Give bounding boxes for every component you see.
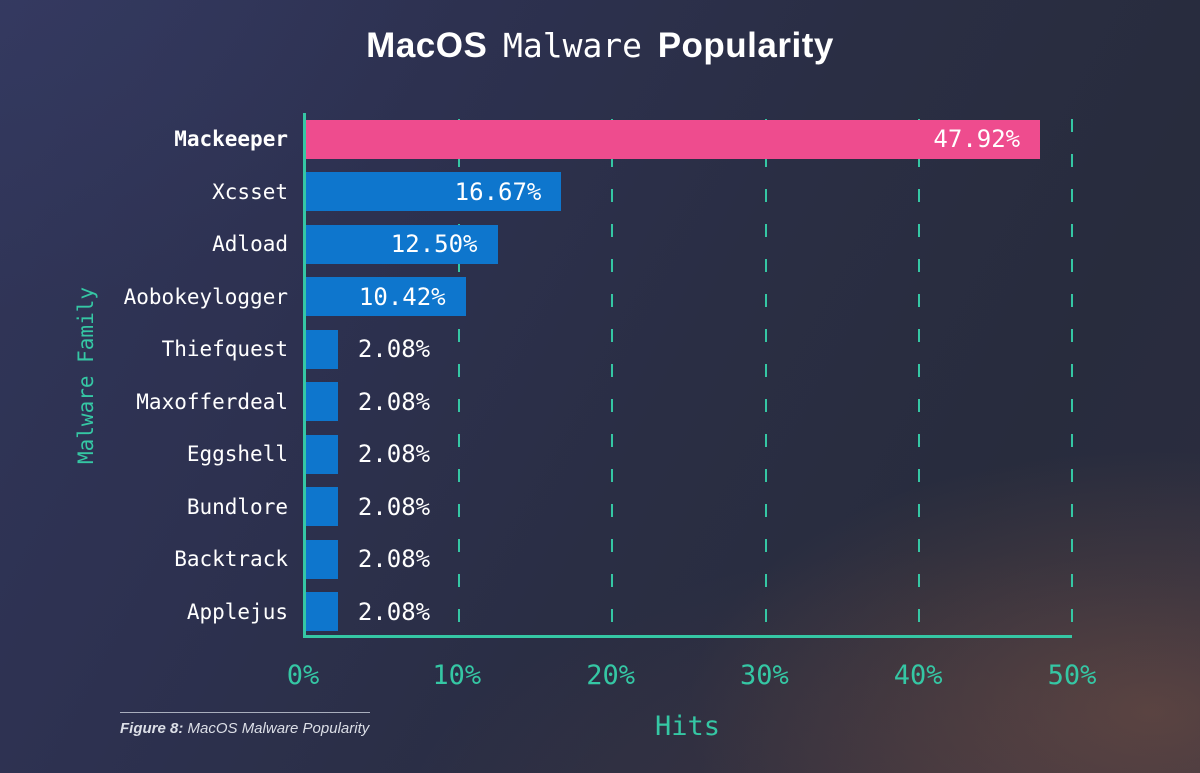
bar-maxofferdeal: 2.08% <box>306 382 430 422</box>
category-axis: Mackeeper Xcsset Adload Aobokeylogger Thiefq… <box>0 113 288 638</box>
bar-value-label: 2.08% <box>357 387 431 416</box>
bar-value-label: 47.92% <box>933 125 1021 154</box>
bar-value-label: 2.08% <box>357 335 431 364</box>
category-label-mackeeper: Mackeeper <box>174 127 288 152</box>
chart-title-part-2: Malware <box>502 26 643 65</box>
category-label-maxofferdeal: Maxofferdeal <box>136 389 288 414</box>
chart-title-part-1: MacOS <box>366 26 488 65</box>
bar-row: 12.50% <box>306 218 1072 271</box>
bar-thiefquest: 2.08% <box>306 329 430 369</box>
category-label-adload: Adload <box>212 232 288 257</box>
gridline-50 <box>1071 113 1073 635</box>
category-label-aobokeylogger: Aobokeylogger <box>123 284 288 309</box>
chart-title: MacOS Malware Popularity <box>0 26 1200 66</box>
x-tick-label-30: 30% <box>740 660 789 691</box>
bar-value-label: 16.67% <box>454 177 542 206</box>
bar-row: 2.08% <box>306 481 1072 534</box>
bar-row: 16.67% <box>306 166 1072 219</box>
bar-adload: 12.50% <box>306 224 498 264</box>
x-axis-label: Hits <box>654 711 721 742</box>
bar-value-label: 2.08% <box>357 492 431 521</box>
bar-bundlore: 2.08% <box>306 487 430 527</box>
bar-value-label: 10.42% <box>358 282 446 311</box>
bar-value-label: 2.08% <box>357 597 431 626</box>
bar-row: 2.08% <box>306 323 1072 376</box>
category-label-applejus: Applejus <box>186 599 288 624</box>
x-tick-label-20: 20% <box>586 660 635 691</box>
bar-row: 2.08% <box>306 376 1072 429</box>
bar-row: 2.08% <box>306 533 1072 586</box>
x-tick-label-0: 0% <box>286 660 320 691</box>
bar-xcsset: 16.67% <box>306 172 562 212</box>
gridline-30 <box>764 113 767 635</box>
category-label-backtrack: Backtrack <box>174 547 288 572</box>
figure-caption-text: MacOS Malware Popularity <box>183 720 370 737</box>
bar-series: 47.92% 16.67% 12.50% 10.42% 2.08% 2.08% 2.08% 2… <box>306 113 1072 635</box>
x-tick-label-50: 50% <box>1047 660 1097 691</box>
x-axis-ticks: 0% 10% 20% 30% 40% 50% <box>287 660 1097 694</box>
category-label-eggshell: Eggshell <box>186 442 288 467</box>
bar-aobokeylogger: 10.42% <box>306 277 466 317</box>
bar-row: 10.42% <box>306 271 1072 324</box>
bar-row: 47.92% <box>306 113 1072 166</box>
bar-value-label: 2.08% <box>357 440 431 469</box>
bar-backtrack: 2.08% <box>306 539 430 579</box>
gridline-10 <box>458 113 461 635</box>
bar-row: 2.08% <box>306 586 1072 639</box>
figure-caption-prefix: Figure 8: <box>120 720 184 737</box>
gridline-20 <box>611 113 614 635</box>
bar-value-label: 12.50% <box>390 230 478 259</box>
bar-row: 2.08% <box>306 428 1072 481</box>
x-tick-label-10: 10% <box>432 660 482 691</box>
gridline-40 <box>917 113 920 635</box>
bar-eggshell: 2.08% <box>306 434 430 474</box>
figure-caption: Figure 8: MacOS Malware Popularity <box>120 712 370 737</box>
chart-title-part-3: Popularity <box>657 26 834 65</box>
x-tick-label-40: 40% <box>893 660 943 691</box>
category-label-thiefquest: Thiefquest <box>161 337 288 362</box>
plot-area: 47.92% 16.67% 12.50% 10.42% 2.08% 2.08% 2.08% 2… <box>303 113 1073 638</box>
category-label-bundlore: Bundlore <box>186 494 288 519</box>
category-label-xcsset: Xcsset <box>212 179 288 204</box>
bar-applejus: 2.08% <box>306 592 430 632</box>
bar-value-label: 2.08% <box>357 545 431 574</box>
bar-mackeeper: 47.92% <box>306 119 1041 159</box>
